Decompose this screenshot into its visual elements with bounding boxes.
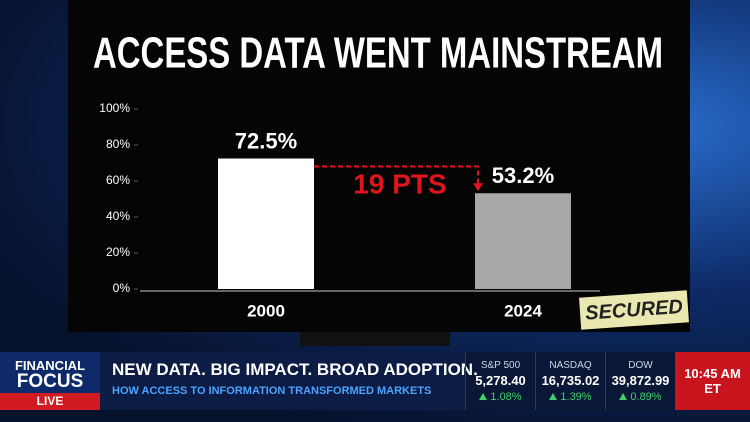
index-change: 1.08% [466,391,535,403]
annotation-connector [314,165,479,186]
clock: 10:45 AM ET [675,352,750,410]
live: LIVE [0,393,100,410]
stand [300,332,450,346]
index-level: 5,278.40 [475,373,526,388]
news: NEW DATA. BIG IMPACT. BROAD ADOPTION. HO… [100,352,478,410]
value-label: 72.5% [235,128,297,153]
y-tick-label: 20% [106,245,130,259]
chart-title: ACCESS DATA WENT MAINSTREAM [93,29,663,78]
index-change: 0.89% [606,391,675,403]
y-tick-label: 60% [106,173,130,187]
brand-top: FINANCIAL [14,358,86,373]
y-tick-label: 40% [106,209,130,223]
time: 10:45 AM [684,366,741,381]
headline: NEW DATA. BIG IMPACT. BROAD ADOPTION. [112,360,478,379]
subheadline: HOW ACCESS TO INFORMATION TRANSFORMED MA… [112,385,432,397]
y-tick-label: 80% [106,137,130,151]
x-tick-label: 2024 [504,301,542,320]
up-arrow [619,393,628,400]
index-name: DOW [628,360,653,371]
x-tick-label: 2000 [247,301,285,320]
bar [218,158,314,289]
badge-bg [579,290,689,330]
change-value: 1.08% [490,391,522,403]
ticker: FINANCIAL FOCUS LIVE NEW DATA. BIG IMPAC… [0,352,750,410]
value-label: 53.2% [492,163,554,188]
index: NASDAQ 16,735.02 1.39% [535,352,605,410]
bar [475,193,571,289]
annotation: 19 PTS [353,168,446,199]
tv-screen: ACCESS DATA WENT MAINSTREAM SECURED 0%20… [68,0,690,346]
up-arrow [549,393,558,400]
index-name: S&P 500 [480,360,521,371]
annotation-arrow [473,183,483,192]
change-value: 0.89% [630,391,662,403]
y-tick-label: 0% [113,281,131,295]
brand-bottom: FOCUS [16,371,84,392]
brand: FINANCIAL FOCUS LIVE [0,352,100,410]
zone: ET [704,381,721,396]
index-level: 39,872.99 [611,373,670,388]
index-change: 1.39% [536,391,605,403]
indices: S&P 500 5,278.40 1.08% NASDAQ 16,735.02 1.39%… [465,352,675,410]
up-arrow [479,393,488,400]
index: DOW 39,872.99 0.89% [605,352,675,410]
y-tick-label: 100% [99,101,130,115]
index-level: 16,735.02 [541,373,600,388]
change-value: 1.39% [560,391,592,403]
index-name: NASDAQ [549,360,592,371]
index: S&P 500 5,278.40 1.08% [465,352,535,410]
